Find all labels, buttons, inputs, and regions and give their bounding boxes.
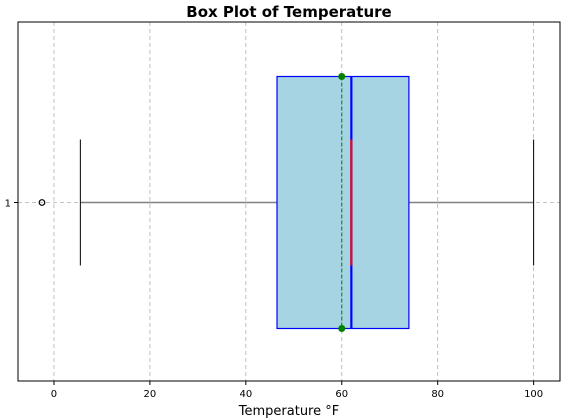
x-tick-label: 40 [239,389,252,400]
y-axis-ticks: 1 [5,199,18,210]
y-tick-label: 1 [5,199,11,210]
iqr-box [276,75,410,330]
x-axis-label: Temperature °F [238,404,339,419]
x-tick-label: 80 [431,389,444,400]
x-tick-label: 60 [335,389,348,400]
box-plot-elements [38,73,535,332]
x-tick-label: 0 [51,389,57,400]
outlier-point [38,199,46,206]
x-tick-label: 20 [144,389,157,400]
plot-area-frame [17,21,561,382]
chart-title: Box Plot of Temperature [186,3,391,21]
mean-marker-bottom [338,325,346,332]
mean-marker-top [338,73,346,80]
x-axis-ticks: 0 20 40 60 80 100 [51,381,543,400]
x-tick-label: 100 [524,389,543,400]
